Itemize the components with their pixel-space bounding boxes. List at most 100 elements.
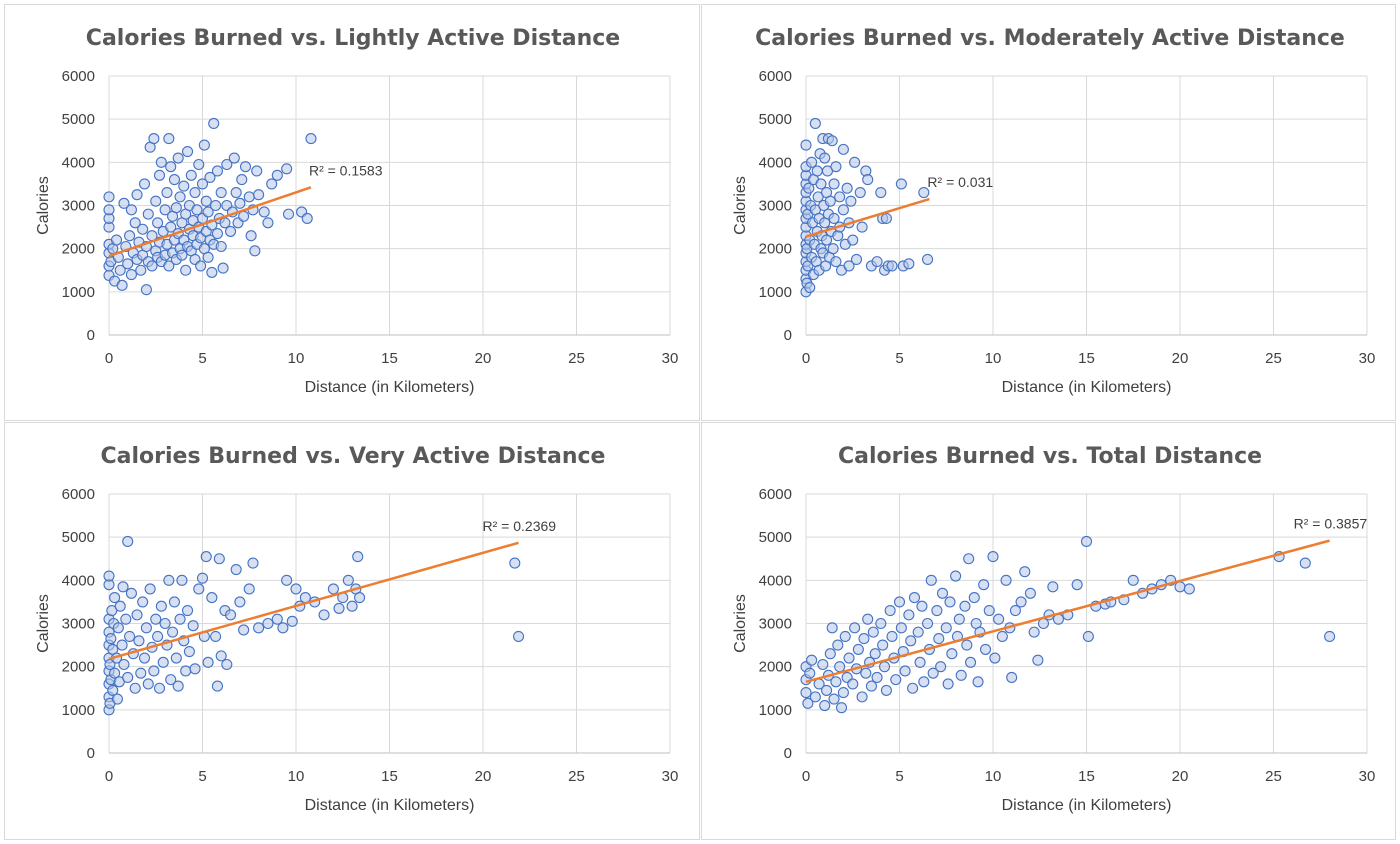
data-point	[230, 563, 242, 576]
x-tick-label: 25	[568, 768, 585, 785]
data-point	[249, 245, 261, 257]
data-point	[946, 648, 958, 660]
data-point	[834, 191, 846, 203]
r-squared-label: R² = 0.2369	[483, 518, 557, 534]
data-point	[253, 189, 265, 201]
data-point	[931, 605, 943, 617]
data-point	[828, 693, 840, 705]
data-point	[806, 654, 818, 666]
data-points	[103, 117, 317, 296]
scatter-plot: Calories Burned vs. Total Distance 0 5 10 15…	[732, 444, 1375, 814]
data-point	[918, 676, 930, 688]
data-point	[208, 117, 220, 130]
trendline	[805, 197, 930, 238]
data-point	[109, 592, 121, 604]
data-point	[180, 264, 192, 276]
chart-lightly-active: Calories Burned vs. Lightly Active Dista…	[4, 4, 700, 421]
data-point	[811, 165, 823, 177]
data-point	[1082, 630, 1094, 642]
data-point	[262, 217, 274, 229]
data-point	[912, 626, 924, 638]
data-point	[159, 617, 171, 630]
x-axis-label: Distance (in Kilometers)	[305, 797, 475, 814]
data-point	[858, 633, 870, 645]
data-point	[122, 258, 134, 270]
y-axis-label: Calories	[732, 176, 749, 235]
x-tick-label: 0	[105, 350, 113, 367]
data-point	[922, 253, 934, 266]
data-point	[129, 217, 141, 229]
y-tick-label: 6000	[759, 486, 792, 503]
data-point	[509, 557, 521, 569]
y-tick-label: 0	[87, 745, 95, 762]
data-points	[800, 535, 1336, 714]
data-point	[824, 195, 836, 207]
data-point	[841, 182, 853, 194]
data-point	[181, 145, 194, 158]
data-point	[803, 182, 815, 194]
data-point	[137, 596, 149, 608]
data-point	[163, 260, 175, 272]
data-point	[854, 187, 866, 199]
data-point	[110, 234, 123, 246]
data-point	[178, 180, 190, 192]
data-point	[116, 279, 128, 291]
x-tick-label: 5	[895, 350, 903, 367]
data-point	[172, 152, 184, 164]
x-tick-label: 30	[662, 768, 679, 785]
data-point	[198, 139, 210, 151]
data-point	[251, 165, 263, 177]
data-point	[125, 269, 137, 281]
y-tick-label: 6000	[759, 68, 792, 85]
data-point	[236, 174, 248, 186]
data-point	[206, 592, 218, 604]
data-point	[826, 135, 838, 147]
data-point	[185, 169, 197, 181]
data-point	[138, 652, 151, 664]
data-point	[117, 581, 129, 593]
data-point	[155, 156, 167, 168]
data-point	[176, 574, 188, 586]
y-tick-label: 0	[784, 327, 792, 344]
y-tick-label: 4000	[62, 154, 95, 171]
x-tick-label: 20	[1172, 768, 1189, 785]
data-point	[880, 684, 892, 696]
data-point	[893, 596, 906, 608]
data-point	[1047, 581, 1059, 593]
chart-title: Calories Burned vs. Very Active Distance	[101, 444, 606, 469]
x-axis-label: Distance (in Kilometers)	[1002, 379, 1172, 396]
data-point	[271, 613, 283, 625]
x-tick-label: 10	[288, 768, 305, 785]
data-point	[138, 178, 151, 190]
data-point	[824, 648, 836, 660]
data-point	[129, 682, 141, 694]
data-point	[253, 622, 265, 634]
data-point	[107, 684, 119, 696]
data-point	[346, 600, 358, 612]
data-point	[271, 169, 283, 181]
data-point	[174, 191, 186, 203]
data-point	[193, 583, 205, 595]
data-point	[219, 217, 231, 229]
data-point	[193, 158, 205, 171]
scatter-plot: Calories Burned vs. Lightly Active Dista…	[35, 26, 678, 396]
data-point	[112, 622, 124, 634]
data-point	[277, 622, 289, 634]
data-point	[843, 652, 855, 664]
data-point	[286, 615, 298, 627]
data-point	[987, 551, 999, 563]
chart-title: Calories Burned vs. Moderately Active Di…	[755, 26, 1345, 51]
data-point	[933, 633, 945, 645]
data-point	[150, 613, 162, 625]
data-point	[354, 592, 366, 604]
data-point	[210, 199, 222, 212]
data-point	[124, 230, 136, 242]
data-point	[1009, 605, 1021, 617]
data-point	[890, 674, 902, 686]
data-point	[245, 230, 257, 242]
data-point	[989, 652, 1001, 664]
data-point	[342, 574, 354, 586]
data-point	[1127, 574, 1139, 586]
data-point	[852, 643, 864, 655]
